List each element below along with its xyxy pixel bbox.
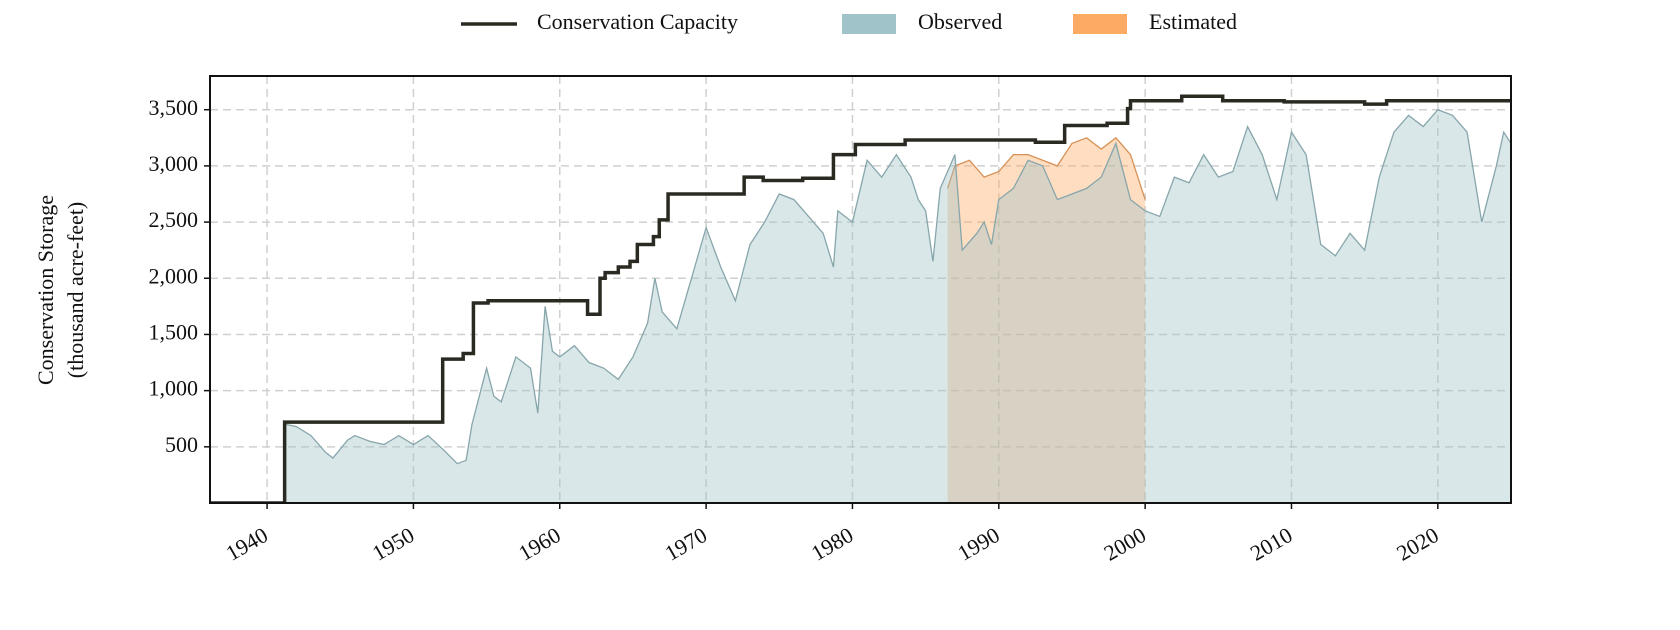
y-axis-label: Conservation Storage [33, 195, 58, 385]
legend-swatch [1073, 14, 1127, 34]
area-fill [947, 137, 1146, 503]
y-tick-label: 500 [165, 432, 198, 457]
x-tick-label: 1980 [807, 522, 858, 566]
x-tick-label: 1940 [221, 522, 272, 566]
legend-label: Conservation Capacity [537, 9, 738, 34]
legend-label: Estimated [1149, 9, 1237, 34]
x-tick-label: 1950 [368, 522, 419, 566]
y-tick-label: 1,000 [149, 376, 199, 401]
plot-frame [209, 75, 1512, 504]
x-tick-label: 2010 [1246, 522, 1297, 566]
x-tick-label: 2020 [1392, 522, 1443, 566]
area-fill [286, 109, 1511, 503]
x-tick-label: 1990 [953, 522, 1004, 566]
y-tick-label: 2,000 [149, 263, 199, 288]
area-line [946, 136, 1146, 200]
capacity-line [210, 94, 1511, 503]
area-line [285, 108, 1511, 465]
legend-swatch [842, 14, 896, 34]
y-axis-label: (thousand acre-feet) [63, 202, 88, 379]
y-tick-label: 3,500 [149, 95, 199, 120]
y-tick-label: 3,000 [149, 151, 199, 176]
x-tick-label: 2000 [1100, 522, 1151, 566]
x-tick-label: 1970 [661, 522, 712, 566]
y-tick-label: 2,500 [149, 207, 199, 232]
x-tick-label: 1960 [514, 522, 565, 566]
y-tick-label: 1,500 [149, 319, 199, 344]
legend-label: Observed [918, 9, 1002, 34]
plot-area [210, 94, 1511, 503]
